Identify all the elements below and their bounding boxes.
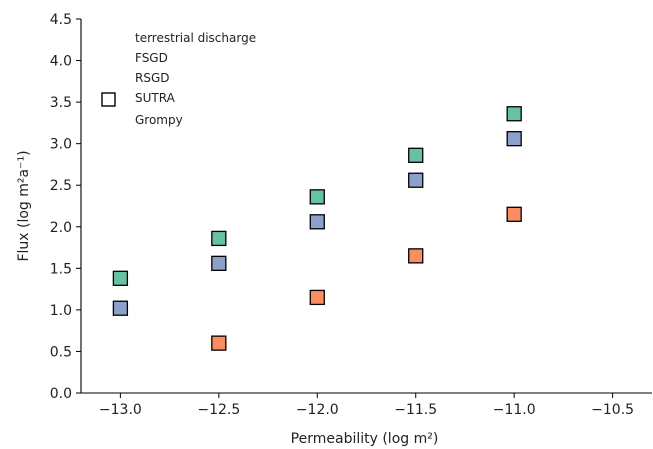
y-tick-label: 3.0: [50, 137, 72, 153]
data-point-series-2: [112, 300, 129, 316]
data-point-series-1: [408, 147, 424, 163]
y-axis-label: Flux (log m²a⁻¹): [16, 150, 32, 261]
x-tick-label: −11.0: [493, 402, 536, 418]
x-tick-label: −11.5: [394, 402, 437, 418]
y-tick-label: 4.5: [50, 12, 72, 28]
y-tick-label: 1.0: [50, 303, 72, 319]
data-point-series-1: [112, 270, 129, 286]
legend-marker-sutra: [101, 92, 116, 107]
y-tick-label: 0.5: [50, 344, 72, 360]
data-point-series-2: [309, 214, 325, 230]
data-point-series-3: [506, 206, 522, 222]
data-point-series-1: [506, 106, 522, 122]
y-tick-label: 4.0: [50, 54, 72, 70]
legend-item-3: RSGD: [135, 71, 170, 85]
data-point-series-1: [309, 189, 325, 205]
legend-item-1: terrestrial discharge: [135, 31, 256, 45]
y-tick-label: 1.5: [50, 261, 72, 277]
x-axis-label: Permeability (log m²): [291, 431, 439, 447]
x-tick-label: −12.5: [197, 402, 240, 418]
y-tick-label: 0.0: [50, 386, 72, 402]
x-tick-label: −10.5: [591, 402, 634, 418]
y-tick-label: 2.0: [50, 220, 72, 236]
legend: terrestrial discharge FSGD RSGD SUTRA Gr…: [101, 31, 256, 127]
data-point-series-2: [506, 131, 522, 147]
legend-item-4: SUTRA: [135, 91, 176, 105]
legend-item-2: FSGD: [135, 51, 168, 65]
data-point-series-1: [211, 230, 227, 247]
data-point-series-3: [309, 289, 325, 306]
legend-item-5: Grompy: [135, 113, 183, 127]
data-point-series-2: [408, 172, 424, 188]
data-point-series-3: [211, 335, 227, 351]
x-tick-label: −13.0: [99, 402, 142, 418]
y-tick-label: 3.5: [50, 95, 72, 111]
x-tick-label: −12.0: [296, 402, 339, 418]
data-point-series-3: [408, 248, 424, 264]
y-tick-label: 2.5: [50, 178, 72, 194]
data-point-series-2: [211, 255, 227, 271]
